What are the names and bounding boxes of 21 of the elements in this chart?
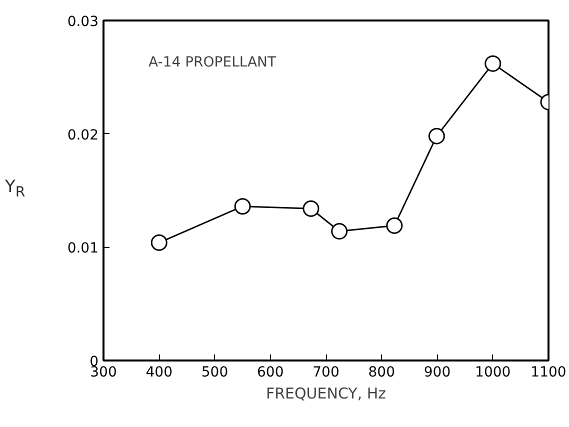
y-tick-label: 0.02: [67, 127, 98, 144]
y-tick-label: 0.01: [67, 240, 98, 257]
point: [484, 55, 502, 72]
y-axis-title: Y$_{R}$: [5, 176, 26, 202]
x-tick-label: 900: [424, 364, 451, 380]
x-tick-label: 1100: [530, 364, 566, 380]
x-tick-label: 800: [368, 364, 395, 380]
x-tick-label: 400: [146, 364, 172, 380]
x-axis-title: FREQUENCY, Hz: [266, 384, 386, 402]
annotation: A-14 PROPELLANT: [148, 54, 277, 70]
x-tick-label: 600: [257, 364, 284, 380]
point: [302, 200, 320, 217]
point: [150, 234, 168, 251]
x-tick-label: 1000: [475, 364, 511, 380]
point: [234, 198, 251, 215]
x-tick-label: 500: [201, 364, 228, 380]
y-tick-label: 0.03: [67, 14, 98, 30]
point: [386, 217, 403, 234]
point: [428, 128, 445, 144]
point: [331, 223, 348, 240]
x-tick-label: 700: [312, 364, 340, 380]
